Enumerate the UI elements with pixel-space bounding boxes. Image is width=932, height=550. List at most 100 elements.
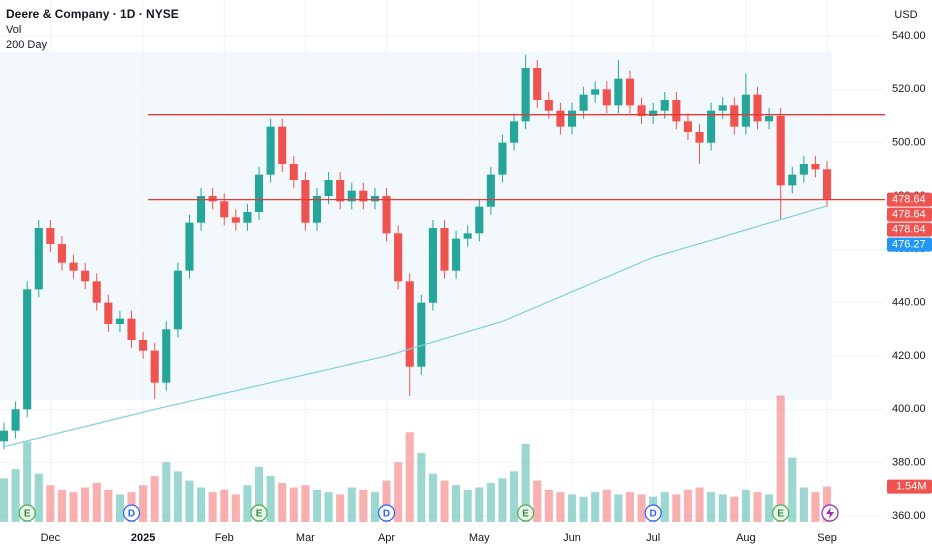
candle-body	[254, 174, 264, 212]
candle-body	[649, 110, 658, 116]
candle-body	[440, 228, 449, 271]
volume-bar	[23, 441, 32, 522]
volume-bar	[0, 478, 9, 522]
price-tag-label: 478.64	[892, 209, 926, 221]
candle-body	[486, 174, 495, 207]
volume-bar	[173, 471, 182, 522]
alert-bolt	[826, 507, 834, 519]
volume-bar	[625, 492, 635, 522]
x-tick-label: Feb	[215, 532, 234, 544]
candle-body	[115, 318, 124, 324]
volume-bar	[799, 487, 808, 522]
y-tick-label: 540.00	[892, 30, 926, 42]
candle-body	[405, 281, 414, 367]
x-tick-label: Sep	[817, 532, 837, 544]
volume-bar	[776, 395, 785, 522]
candle-body	[359, 190, 368, 202]
volume-bar	[741, 489, 750, 522]
volume-bar	[81, 487, 90, 522]
volume-bar	[220, 489, 229, 522]
candle-body	[197, 196, 206, 223]
grid	[0, 0, 885, 528]
candle-body	[683, 121, 692, 132]
volume-bar	[243, 485, 252, 522]
volume-bar	[475, 487, 484, 522]
x-tick-label: Mar	[296, 532, 315, 544]
ma-label: 200 Day	[6, 39, 47, 51]
event-icon	[18, 504, 36, 522]
event-label: E	[256, 509, 263, 520]
volume-bar	[301, 485, 310, 522]
candle-body	[46, 228, 55, 244]
y-tick-label: 380.00	[892, 457, 926, 469]
volume-bar	[231, 494, 240, 522]
x-tick-label: Jun	[563, 532, 581, 544]
x-tick-label: Dec	[41, 532, 61, 544]
price-tag	[887, 222, 932, 237]
candle-body	[370, 196, 380, 202]
volume-bar	[567, 494, 577, 522]
candle-body	[475, 206, 484, 234]
volume-bar	[336, 494, 345, 522]
price-tag	[887, 192, 932, 207]
vol-label: Vol	[6, 24, 21, 36]
volume-bar	[69, 492, 78, 522]
event-icon	[122, 504, 141, 522]
x-tick-label: Apr	[378, 532, 395, 544]
candle-body	[243, 212, 252, 223]
event-icon	[772, 504, 790, 522]
candle-body	[0, 430, 9, 442]
price-tag-label: 478.64	[892, 224, 926, 236]
candle-body	[278, 126, 287, 164]
volume-bar	[463, 489, 472, 522]
price-tag	[887, 237, 932, 252]
volume-bar	[707, 492, 716, 522]
event-label: D	[383, 509, 390, 520]
candle-body	[69, 262, 78, 271]
candle-body	[463, 233, 472, 239]
volume-bar	[765, 494, 774, 522]
volume-bar	[150, 476, 159, 522]
volume-bar	[637, 494, 646, 522]
volume-bar	[753, 492, 762, 522]
volume-bar	[683, 489, 692, 522]
x-tick-label: Jul	[646, 532, 660, 544]
volume-bar	[324, 492, 333, 522]
candle-body	[579, 94, 588, 111]
x-tick-label: May	[469, 532, 490, 544]
volume-bar	[162, 462, 171, 522]
volume-bar	[266, 476, 275, 522]
volume-bar	[544, 489, 553, 522]
candle-body	[336, 180, 345, 202]
volume-bar	[579, 496, 588, 522]
volume-bar	[602, 489, 611, 522]
volume-bar	[208, 492, 217, 522]
volume-tag-label: 1.54M	[896, 480, 927, 492]
volume-bar	[104, 489, 113, 522]
event-icon	[377, 504, 396, 522]
x-tick-label: Aug	[736, 532, 756, 544]
volume-bar	[254, 466, 264, 522]
candle-body	[533, 68, 542, 100]
candle-body	[382, 196, 391, 234]
candle-body	[92, 281, 101, 303]
candle-body	[544, 100, 553, 111]
volume-bar	[811, 492, 820, 522]
volume-bar	[822, 486, 832, 522]
candle-body	[556, 110, 565, 127]
volume-bar	[672, 494, 681, 522]
plot	[0, 54, 885, 450]
volume-bar	[347, 487, 356, 522]
candle-body	[428, 228, 437, 303]
volume-bar	[521, 443, 530, 522]
candle-body	[289, 164, 298, 180]
candle-body	[591, 89, 600, 95]
candle-body	[324, 180, 333, 196]
candle-body	[567, 110, 577, 127]
volume-bar	[57, 489, 67, 522]
candle-body	[741, 94, 750, 127]
y-tick-label: 420.00	[892, 350, 926, 362]
price-tag	[887, 207, 932, 222]
volume-bar	[695, 487, 704, 522]
event-icon	[250, 504, 268, 522]
